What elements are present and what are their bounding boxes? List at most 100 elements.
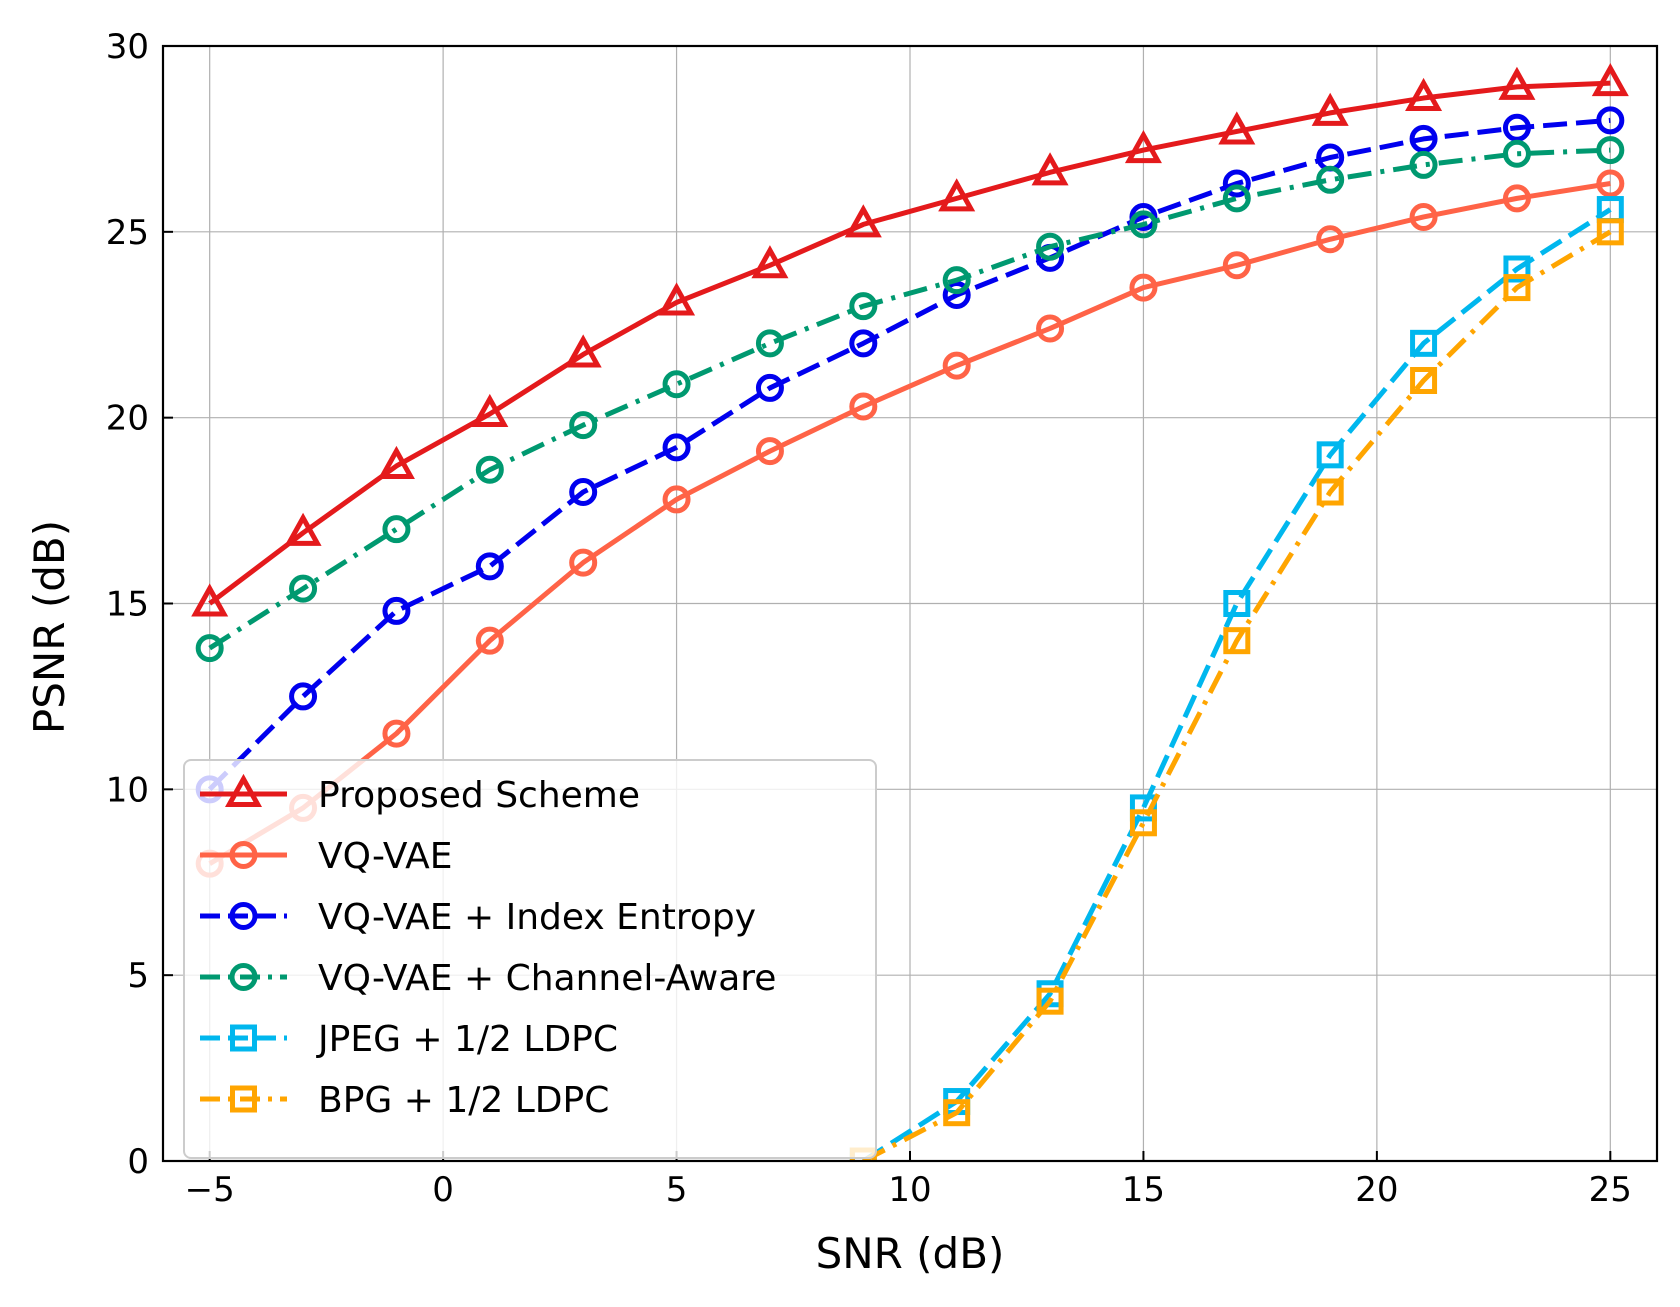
data-point-proposed-scheme [284,512,322,546]
data-point-vq-vae-index-entropy [755,373,784,402]
data-point-vq-vae-index-entropy [1596,106,1625,135]
legend-marker [229,841,258,869]
data-point-vq-vae-index-entropy [1502,113,1531,142]
legend-marker [229,902,258,930]
series-layer [191,63,1629,1161]
data-point-vq-vae [1036,314,1065,343]
data-point-vq-vae-channel-aware [1036,232,1065,261]
data-point-vq-vae-channel-aware [1222,184,1251,213]
legend-label: JPEG + 1/2 LDPC [316,1019,618,1060]
data-point-vq-vae-channel-aware [1596,136,1625,165]
x-tick-label: 10 [888,1170,931,1210]
x-tick-label: 15 [1122,1170,1165,1210]
data-point-vq-vae-channel-aware [662,370,691,399]
data-point-vq-vae [475,626,504,655]
y-tick-label: 10 [106,770,149,810]
legend-label: VQ-VAE + Index Entropy [318,897,756,938]
legend-marker [229,963,258,991]
data-point-vq-vae [1222,251,1251,280]
series-line-bpg-1-2-ldpc [862,229,1612,1161]
x-tick-label: −5 [185,1170,235,1210]
data-point-proposed-scheme [658,282,696,316]
data-point-vq-vae [1409,202,1438,231]
series-vq-vae-channel-aware [195,136,1625,663]
data-point-vq-vae-channel-aware [1129,210,1158,239]
data-point-vq-vae-index-entropy [569,478,598,506]
data-point-vq-vae-channel-aware [569,411,598,440]
series-line-vq-vae-index-entropy [207,117,1611,792]
data-point-vq-vae [569,548,598,577]
series-jpeg-1-2-ldpc [849,196,1624,1161]
data-point-bpg-1-2-ldpc [1129,809,1157,837]
data-point-vq-vae [1596,169,1625,198]
y-tick-label: 30 [106,27,149,67]
data-point-proposed-scheme [1031,152,1069,186]
series-bpg-1-2-ldpc [849,218,1624,1161]
data-point-proposed-scheme [377,445,415,479]
data-point-proposed-scheme [751,245,789,279]
data-point-vq-vae [755,437,784,466]
legend-entry: VQ-VAE + Channel-Aware [200,958,776,999]
data-point-vq-vae-index-entropy [289,682,318,711]
data-point-vq-vae [1129,273,1158,302]
data-point-vq-vae-channel-aware [195,634,224,663]
data-point-vq-vae-index-entropy [662,433,691,462]
data-point-proposed-scheme [191,583,229,617]
data-point-vq-vae-index-entropy [475,552,504,581]
data-point-vq-vae-channel-aware [1409,150,1438,179]
data-point-proposed-scheme [1591,63,1629,97]
legend-marker [224,773,263,807]
data-point-bpg-1-2-ldpc [1316,478,1344,506]
data-point-jpeg-1-2-ldpc [1410,329,1438,357]
data-point-proposed-scheme [1124,129,1162,164]
data-point-bpg-1-2-ldpc [1503,274,1531,302]
data-point-vq-vae-index-entropy [942,281,971,310]
data-point-vq-vae-channel-aware [1502,139,1531,168]
x-tick-label: 25 [1589,1170,1632,1210]
legend-entry: BPG + 1/2 LDPC [200,1080,609,1121]
data-point-vq-vae-channel-aware [1316,165,1345,194]
legend-label: BPG + 1/2 LDPC [318,1080,609,1121]
legend-label: VQ-VAE [318,836,453,877]
data-point-proposed-scheme [938,178,976,212]
data-point-jpeg-1-2-ldpc [1503,255,1531,283]
data-point-bpg-1-2-ldpc [1410,367,1438,394]
series-line-jpeg-1-2-ldpc [861,207,1612,1161]
legend-box [183,759,877,1159]
x-axis-label: SNR (dB) [816,1229,1005,1278]
data-point-bpg-1-2-ldpc [943,1099,971,1127]
axes: −5 0 5 10 15 20 25 0 5 10 15 20 25 30 [106,27,1659,1210]
data-point-proposed-scheme [471,393,509,427]
data-point-proposed-scheme [844,204,882,238]
data-point-vq-vae [662,485,691,514]
x-tick-label: 5 [666,1170,688,1210]
data-point-vq-vae-channel-aware [942,266,971,295]
x-tick-label: 0 [432,1170,454,1210]
data-point-vq-vae-channel-aware [382,515,411,544]
data-point-proposed-scheme [1311,92,1349,126]
y-tick-label: 5 [127,956,149,996]
legend-entry: JPEG + 1/2 LDPC [200,1019,618,1060]
data-point-jpeg-1-2-ldpc [1223,590,1251,617]
data-point-proposed-scheme [564,334,602,368]
legend-entry: Proposed Scheme [200,773,640,816]
data-point-jpeg-1-2-ldpc [1316,441,1344,469]
y-tick-label: 25 [106,213,149,253]
legend-entry: VQ-VAE + Index Entropy [200,897,756,938]
data-point-vq-vae-index-entropy [1409,124,1438,153]
data-point-bpg-1-2-ldpc [1036,987,1064,1015]
y-tick-label: 15 [106,585,149,625]
data-point-vq-vae [382,719,411,748]
series-line-vq-vae-channel-aware [208,147,1611,651]
y-axis-label: PSNR (dB) [25,520,74,734]
data-point-vq-vae [1502,184,1531,213]
data-point-vq-vae-channel-aware [849,292,878,321]
data-point-vq-vae-channel-aware [755,329,784,358]
data-point-vq-vae-index-entropy [849,329,878,358]
series-vq-vae [195,169,1625,878]
series-line-proposed-scheme [208,80,1611,606]
data-point-bpg-1-2-ldpc [1596,218,1624,246]
data-point-proposed-scheme [1218,111,1256,145]
